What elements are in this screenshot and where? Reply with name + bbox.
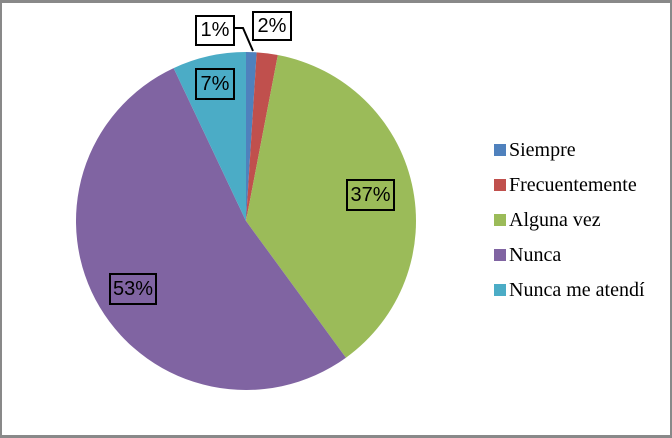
pie-slice-nunca: [76, 68, 346, 390]
data-label-37pct: 37%: [346, 179, 395, 211]
legend-label-nunca: Nunca: [509, 244, 562, 266]
legend-swatch-nunca-me-atendi-icon: [494, 284, 506, 296]
legend-swatch-alguna-vez-icon: [494, 214, 506, 226]
data-label-1pct: 1%: [195, 15, 235, 46]
legend-label-frecuentemente: Frecuentemente: [509, 174, 637, 196]
data-label-2pct: 2%: [252, 11, 292, 41]
legend-swatch-frecuentemente-icon: [494, 179, 506, 191]
label-leader-line: [235, 27, 254, 52]
legend-item-nunca: Nunca: [494, 245, 645, 265]
pie-slice-siempre: [246, 52, 257, 221]
pie-slice-frecuentemente: [246, 52, 278, 222]
legend-item-siempre: Siempre: [494, 140, 645, 160]
legend-label-nunca-me-atendi: Nunca me atendí: [509, 279, 645, 301]
pie-slice-alguna-vez: [246, 54, 416, 358]
legend-label-alguna-vez: Alguna vez: [509, 209, 601, 231]
data-label-7pct: 7%: [195, 68, 235, 100]
legend-label-siempre: Siempre: [509, 139, 576, 161]
data-label-53pct: 53%: [109, 273, 157, 305]
pie-svg: [76, 27, 416, 390]
pie-slice-nunca-me-atend-: [173, 52, 246, 221]
legend-item-nunca-me-atendi: Nunca me atendí: [494, 280, 645, 300]
legend-swatch-siempre-icon: [494, 144, 506, 156]
legend: Siempre Frecuentemente Alguna vez Nunca …: [494, 140, 645, 300]
legend-item-alguna-vez: Alguna vez: [494, 210, 645, 230]
legend-swatch-nunca-icon: [494, 249, 506, 261]
legend-item-frecuentemente: Frecuentemente: [494, 175, 645, 195]
